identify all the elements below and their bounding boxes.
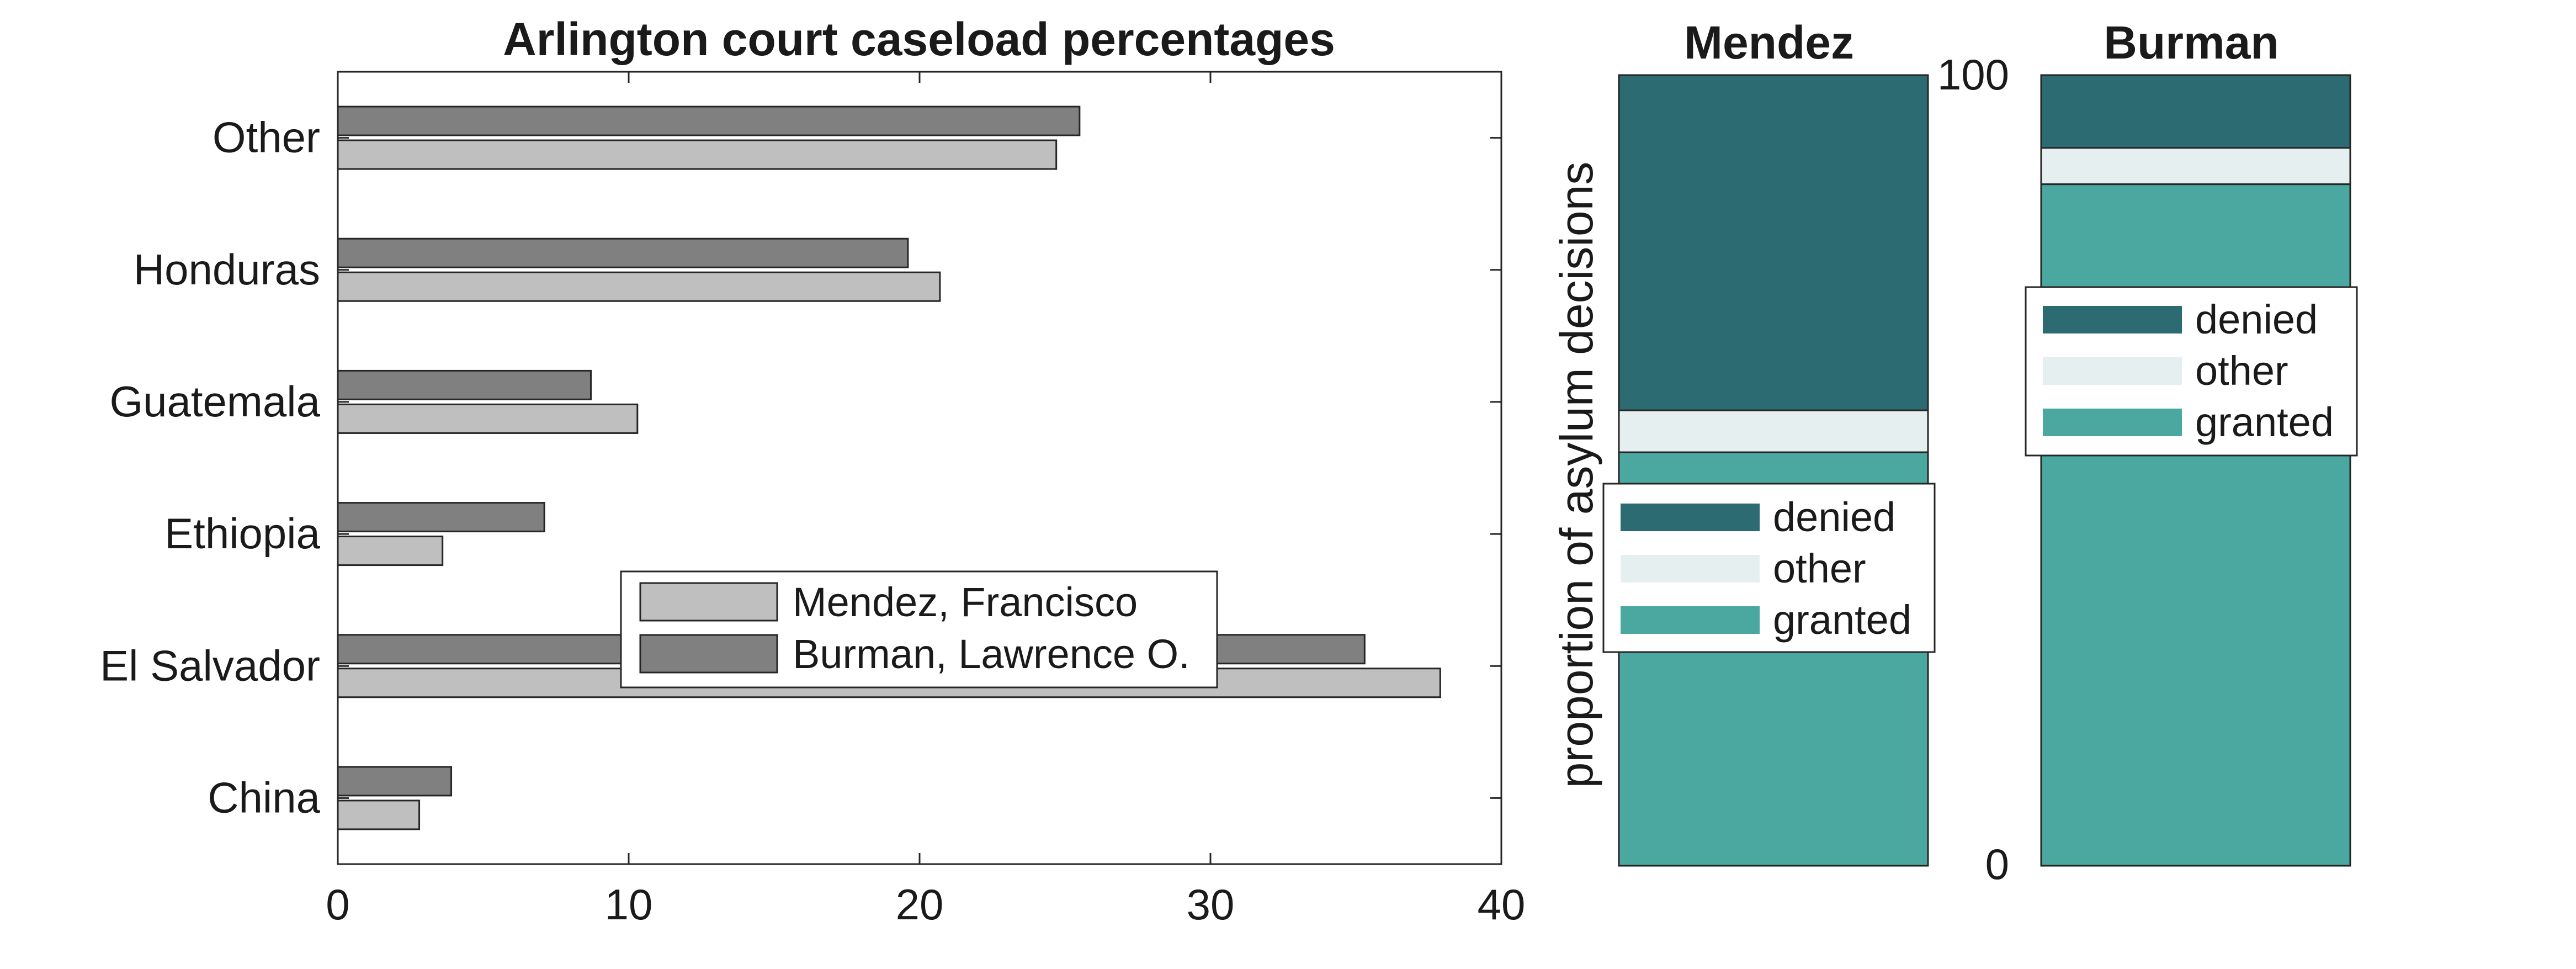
legend-swatch-other [2043, 357, 2182, 385]
caseload-y-ticks: Other Honduras Guatemala Ethiopia El Salvado… [100, 113, 1501, 822]
burman-chart: Burman 100 0 denied other granted [1937, 17, 2358, 888]
legend-label-denied: denied [1773, 494, 1895, 540]
legend-label-burman: Burman, Lawrence O. [793, 631, 1190, 677]
mendez-stack [1618, 74, 1929, 867]
legend-swatch-denied [1621, 504, 1760, 531]
mendez-segment-denied [1618, 74, 1929, 411]
xtick-label-10: 10 [605, 880, 653, 929]
bar-burman-lawrence-o-ethiopia [337, 502, 545, 533]
legend-swatch-granted [1621, 606, 1760, 634]
legend-label-granted: granted [2195, 399, 2334, 445]
ytick-label-honduras: Honduras [134, 245, 320, 294]
mendez-title: Mendez [1684, 17, 1854, 68]
burman-title: Burman [2104, 17, 2278, 68]
caseload-title: Arlington court caseload percentages [503, 13, 1335, 65]
xtick-label-0: 0 [326, 880, 349, 929]
ytick-label-other: Other [213, 113, 320, 162]
legend-label-other: other [1773, 546, 1866, 591]
bar-mendez-francisco-guatemala [337, 403, 639, 434]
legend-swatch-mendez [639, 582, 778, 622]
burman-legend: denied other granted [2025, 286, 2358, 457]
legend-label-granted: granted [1773, 597, 1911, 643]
caseload-legend: Mendez, Francisco Burman, Lawrence O. [620, 570, 1218, 689]
legend-label-other: other [2195, 348, 2288, 394]
burman-segment-denied [2040, 74, 2351, 149]
ytick-label-ethiopia: Ethiopia [164, 509, 320, 558]
xtick-label-30: 30 [1187, 880, 1235, 929]
caseload-x-ticks: 0 10 20 30 40 [326, 72, 1525, 929]
legend-swatch-burman [639, 634, 778, 674]
bar-mendez-francisco-honduras [337, 271, 941, 302]
bar-mendez-francisco-other [337, 139, 1058, 170]
mendez-chart: Mendez denied other granted [1602, 17, 1936, 867]
xtick-label-40: 40 [1478, 880, 1526, 929]
caseload-axes-box [337, 71, 1502, 865]
legend-label-mendez: Mendez, Francisco [793, 579, 1138, 625]
mendez-legend: denied other granted [1602, 483, 1936, 653]
mendez-segment-other [1618, 409, 1929, 453]
y-axis-label: proportion of asylum decisions [1550, 162, 1602, 788]
bar-mendez-francisco-ethiopia [337, 536, 444, 566]
ytick-label-guatemala: Guatemala [109, 377, 320, 426]
burman-stack [2040, 74, 2351, 867]
legend-swatch-other [1621, 555, 1760, 583]
burman-segment-other [2040, 147, 2351, 186]
legend-label-denied: denied [2195, 296, 2318, 342]
bar-mendez-francisco-china [337, 799, 421, 830]
caseload-bars [337, 105, 1441, 830]
bar-burman-lawrence-o-guatemala [337, 369, 592, 400]
xtick-label-20: 20 [896, 880, 944, 929]
legend-swatch-denied [2043, 306, 2182, 333]
bar-burman-lawrence-o-other [337, 105, 1081, 136]
ytick-label-el-salvador: El Salvador [100, 641, 320, 690]
bar-burman-lawrence-o-china [337, 766, 453, 797]
caseload-chart: Arlington court caseload percentages Oth… [100, 13, 1525, 929]
burman-ytick-100: 100 [1937, 50, 2009, 99]
bar-burman-lawrence-o-honduras [337, 237, 909, 268]
burman-ytick-0: 0 [1985, 840, 2009, 888]
ytick-label-china: China [208, 773, 320, 822]
legend-swatch-granted [2043, 409, 2182, 436]
